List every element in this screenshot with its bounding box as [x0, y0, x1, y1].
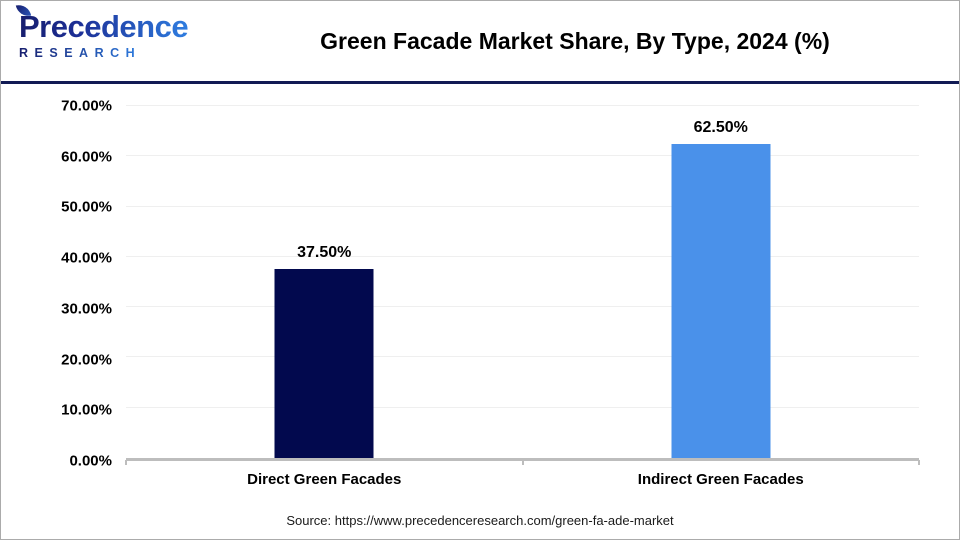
bar-value-label: 37.50% [297, 244, 352, 262]
source-text: Source: https://www.precedenceresearch.c… [286, 513, 674, 528]
chart-region: 0.00% 10.00% 20.00% 30.00% 40.00% 50.00% 60.00… [1, 87, 959, 539]
bar-direct-green-facades [274, 269, 374, 458]
y-tick-label: 40.00% [61, 249, 112, 267]
gridline [126, 105, 919, 106]
y-tick-label: 0.00% [69, 452, 112, 470]
x-axis-tick [125, 460, 127, 465]
title-zone: Green Facade Market Share, By Type, 2024… [191, 1, 959, 81]
x-category-label: Indirect Green Facades [637, 471, 804, 488]
bar-value-label: 62.50% [693, 118, 748, 136]
gridline [126, 306, 919, 308]
bar-indirect-green-facades [671, 143, 771, 458]
header: Precedence RESEARCH Green Facade Market … [1, 1, 959, 84]
gridline [126, 356, 919, 358]
page-title: Green Facade Market Share, By Type, 2024… [320, 27, 830, 54]
gridline [126, 255, 919, 257]
x-category-label: Direct Green Facades [247, 471, 402, 488]
precedence-research-logo: Precedence RESEARCH [15, 2, 209, 60]
gridline [126, 155, 919, 157]
y-tick-label: 10.00% [61, 401, 112, 419]
logo-sub-text: RESEARCH [19, 46, 142, 60]
y-tick-label: 30.00% [61, 300, 112, 318]
x-axis: Direct Green Facades Indirect Green Facad… [126, 471, 919, 491]
gridline [126, 406, 919, 408]
logo-brand-text: Precedence [19, 9, 189, 44]
y-tick-label: 70.00% [61, 97, 112, 115]
y-tick-label: 20.00% [61, 351, 112, 369]
y-tick-label: 60.00% [61, 148, 112, 166]
x-axis-tick [918, 460, 920, 465]
gridline [126, 205, 919, 207]
y-tick-label: 50.00% [61, 198, 112, 216]
plot-area: 37.50% 62.50% [125, 105, 920, 465]
x-axis-tick [521, 460, 524, 465]
y-axis: 0.00% 10.00% 20.00% 30.00% 40.00% 50.00% 60.00… [1, 98, 112, 470]
